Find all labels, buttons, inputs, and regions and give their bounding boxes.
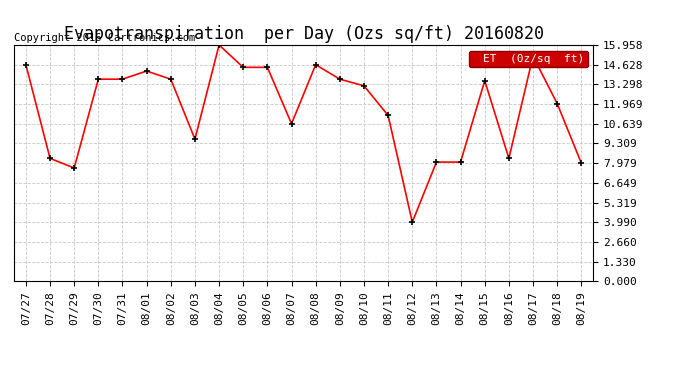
Legend: ET  (0z/sq  ft): ET (0z/sq ft) bbox=[469, 51, 588, 68]
Text: Copyright 2016 Cartronics.com: Copyright 2016 Cartronics.com bbox=[14, 33, 195, 43]
Title: Evapotranspiration  per Day (Ozs sq/ft) 20160820: Evapotranspiration per Day (Ozs sq/ft) 2… bbox=[63, 26, 544, 44]
